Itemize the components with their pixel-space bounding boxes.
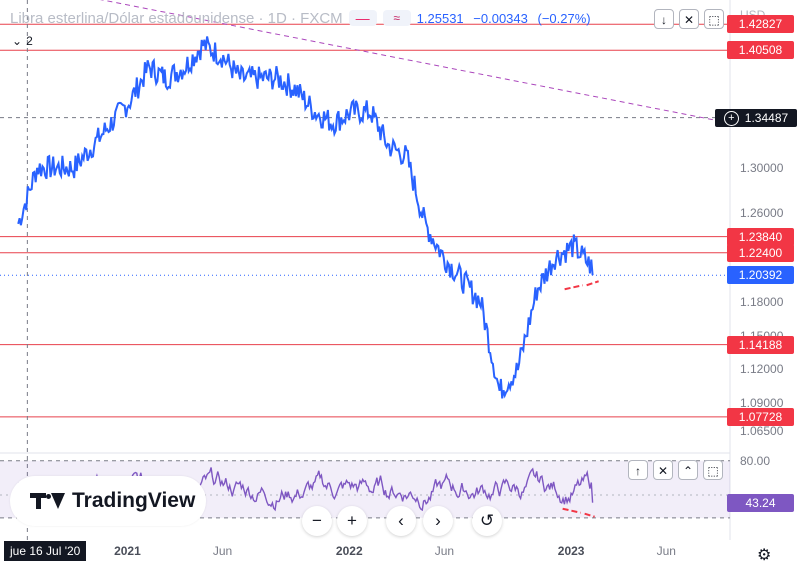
plus-circle-icon[interactable]: + bbox=[723, 110, 739, 126]
time-tick-label: Jun bbox=[212, 544, 233, 558]
level-price-tag: 1.07728 bbox=[727, 407, 794, 426]
price-quote: 1.25531 −0.00343 (−0.27%) bbox=[417, 11, 597, 26]
price-tag-value: 1.34487 bbox=[744, 110, 789, 125]
divergence-mark bbox=[586, 280, 599, 287]
level-price-tag: 1.42827 bbox=[727, 15, 794, 34]
time-tick-label: Jun bbox=[434, 544, 455, 558]
price-tick-label: 1.26000 bbox=[740, 205, 784, 220]
reset-chart-button[interactable]: ↺ bbox=[472, 506, 502, 536]
price-tick-label: 1.09000 bbox=[740, 395, 784, 410]
zoom-in-button[interactable]: + bbox=[337, 506, 367, 536]
price-tag-value: 1.07728 bbox=[738, 409, 783, 424]
collapse-rsi-pane-button[interactable]: ⌃ bbox=[678, 460, 698, 480]
move-pane-down-button[interactable]: ↓ bbox=[654, 9, 674, 29]
divergence-mark bbox=[564, 284, 583, 291]
gear-icon[interactable]: ⚙ bbox=[757, 547, 772, 564]
price-tag-value: 1.42827 bbox=[738, 17, 783, 32]
level-price-tag: 1.22400 bbox=[727, 243, 794, 262]
time-tick-label: 2022 bbox=[335, 544, 363, 558]
maximize-rsi-pane-button[interactable]: ⬚ bbox=[703, 460, 723, 480]
price-change-percent: (−0.27%) bbox=[537, 10, 591, 26]
maximize-pane-button[interactable]: ⬚ bbox=[704, 9, 724, 29]
scroll-right-button[interactable]: › bbox=[423, 506, 453, 536]
level-price-tag: 1.40508 bbox=[727, 41, 794, 60]
tradingview-wordmark: TradingView bbox=[72, 489, 196, 512]
close-rsi-pane-button[interactable]: ✕ bbox=[653, 460, 673, 480]
indicator-count: 2 bbox=[26, 34, 33, 48]
price-series-line bbox=[17, 36, 594, 399]
price-tag-value: 1.23840 bbox=[738, 229, 783, 244]
price-tag-value: 1.40508 bbox=[738, 43, 783, 58]
price-tick-label: 1.12000 bbox=[740, 362, 784, 377]
level-price-tag: 1.14188 bbox=[727, 335, 794, 354]
move-pane-up-button[interactable]: ↑ bbox=[628, 460, 648, 480]
tradingview-mark-icon bbox=[30, 491, 66, 511]
crosshair-price-tag: +1.34487 bbox=[715, 108, 797, 127]
close-pane-button[interactable]: ✕ bbox=[679, 9, 699, 29]
rsi-tick-label: 80.00 bbox=[740, 453, 771, 468]
time-tick-label: 2023 bbox=[557, 544, 585, 558]
scroll-left-button[interactable]: ‹ bbox=[386, 506, 416, 536]
chart-legend: Libra esterlina/Dólar estadounidense · 1… bbox=[10, 9, 597, 27]
zoom-out-button[interactable]: − bbox=[302, 506, 332, 536]
last-price-tag: 1.20392 bbox=[727, 266, 794, 285]
price-change: −0.00343 bbox=[473, 10, 528, 26]
tradingview-logo[interactable]: TradingView bbox=[10, 476, 206, 526]
level-price-tag: 1.23840 bbox=[727, 227, 794, 246]
price-pane-controls: ↓ ✕ ⬚ bbox=[654, 9, 724, 29]
time-tick-label: 2021 bbox=[114, 544, 141, 558]
symbol-title[interactable]: Libra esterlina/Dólar estadounidense · 1… bbox=[10, 9, 343, 27]
time-tick-label: Jun bbox=[656, 544, 676, 558]
rsi-pane-controls: ↑ ✕ ⌃ ⬚ bbox=[628, 460, 723, 480]
last-price: 1.25531 bbox=[416, 10, 464, 26]
price-tag-value: 1.14188 bbox=[738, 337, 783, 352]
chevron-down-icon: ⌄ bbox=[12, 34, 23, 48]
crosshair-date-label: jue 16 Jul '20 bbox=[4, 541, 87, 561]
rsi-value-tag: 43.24 bbox=[727, 493, 794, 512]
dash-icon[interactable]: — bbox=[348, 10, 377, 26]
price-tick-label: 1.18000 bbox=[740, 295, 784, 309]
price-tag-value: 1.22400 bbox=[738, 245, 783, 260]
price-tick-label: 1.06500 bbox=[740, 423, 784, 438]
wave-icon[interactable]: ≈ bbox=[382, 10, 411, 26]
price-tick-label: 1.30000 bbox=[740, 160, 784, 175]
indicators-toggle[interactable]: ⌄ 2 bbox=[12, 34, 33, 48]
price-tag-value: 1.20392 bbox=[738, 268, 783, 283]
rsi-divergence-mark bbox=[562, 507, 581, 514]
rsi-divergence-mark bbox=[584, 512, 595, 518]
